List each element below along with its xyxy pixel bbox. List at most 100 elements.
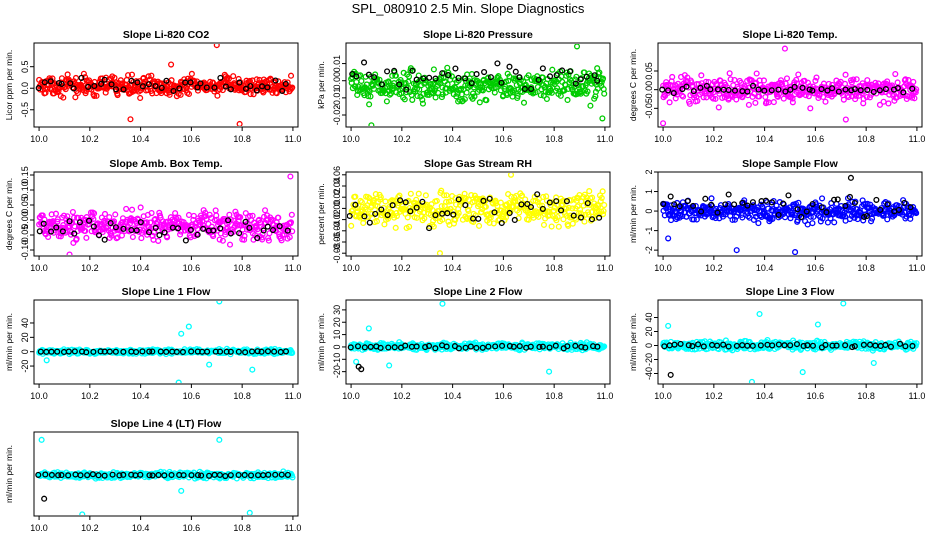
data-point	[563, 205, 570, 212]
x-tick-label: 10.4	[444, 134, 462, 144]
data-point	[669, 73, 676, 80]
data-point	[462, 75, 469, 82]
data-point	[433, 197, 440, 204]
x-tick-label: 10.0	[30, 523, 48, 533]
data-point	[468, 80, 475, 87]
data-point	[666, 99, 673, 106]
data-point	[377, 344, 384, 351]
data-point	[37, 348, 44, 355]
data-point	[882, 341, 889, 349]
data-point	[719, 94, 726, 101]
data-point	[749, 342, 756, 349]
data-point	[137, 94, 144, 102]
data-point	[794, 206, 801, 213]
data-point	[156, 232, 163, 239]
data-point	[689, 343, 696, 350]
data-point	[833, 342, 840, 349]
data-point	[700, 343, 707, 350]
data-point	[347, 212, 353, 220]
x-tick-label: 11.0	[284, 391, 301, 401]
data-point	[397, 197, 404, 204]
data-point	[148, 209, 155, 217]
data-point	[463, 89, 470, 96]
data-point	[567, 68, 574, 75]
data-point	[438, 94, 445, 101]
data-point	[880, 211, 887, 218]
x-tick-label: 10.2	[705, 263, 723, 273]
data-point	[738, 79, 745, 86]
data-point	[809, 87, 816, 94]
data-point-outlier	[66, 251, 73, 255]
x-tick-label: 10.4	[756, 391, 774, 401]
data-point	[272, 77, 279, 84]
data-point	[485, 343, 492, 350]
data-point	[176, 85, 183, 92]
data-point	[175, 225, 182, 232]
y-tick-label: 0.05	[20, 196, 30, 214]
data-point	[206, 472, 213, 479]
data-point-outlier	[79, 511, 86, 515]
data-point	[553, 217, 560, 224]
data-point	[230, 73, 237, 80]
data-point	[414, 92, 421, 99]
data-point	[287, 72, 295, 79]
data-point-outlier	[175, 379, 182, 383]
data-point	[555, 223, 562, 230]
data-point	[101, 210, 109, 218]
data-point	[139, 348, 146, 355]
data-point	[582, 344, 589, 351]
data-point	[137, 471, 144, 478]
data-point	[413, 343, 420, 350]
data-point	[373, 218, 381, 225]
data-point	[880, 81, 887, 88]
data-point	[133, 348, 140, 356]
data-point	[540, 193, 547, 201]
data-point	[83, 234, 90, 241]
data-point	[818, 86, 825, 93]
data-point	[820, 93, 827, 101]
data-point	[352, 193, 359, 200]
data-point	[795, 71, 802, 78]
data-point	[768, 199, 776, 206]
data-point	[739, 199, 746, 206]
data-point	[377, 194, 384, 201]
data-point	[444, 206, 451, 213]
data-point	[848, 87, 855, 94]
data-point	[52, 210, 59, 217]
data-point	[534, 191, 541, 198]
data-point	[66, 218, 73, 225]
chart-title: Slope Line 2 Flow	[434, 286, 524, 298]
data-point	[389, 202, 396, 209]
data-point	[599, 75, 607, 82]
data-point-outlier	[216, 436, 223, 443]
x-tick-label: 10.8	[857, 134, 875, 144]
data-point	[289, 349, 296, 356]
y-tick-label: 0.15	[20, 166, 30, 184]
data-point	[432, 75, 439, 82]
data-point	[164, 234, 171, 241]
data-point	[475, 222, 483, 229]
data-point	[125, 72, 132, 79]
data-point-outlier	[127, 116, 134, 123]
data-point	[114, 92, 121, 99]
data-point	[235, 471, 242, 479]
data-point	[882, 86, 889, 93]
data-point	[893, 94, 900, 101]
data-point-outlier	[236, 120, 243, 126]
data-point	[480, 197, 487, 204]
x-tick-label: 10.2	[393, 263, 411, 273]
data-point	[577, 76, 584, 83]
data-point	[539, 343, 546, 350]
data-point	[775, 341, 782, 348]
data-point	[236, 230, 243, 237]
data-point	[250, 91, 257, 98]
data-point	[222, 83, 229, 90]
data-point	[152, 83, 159, 90]
y-tick-label: -20	[332, 365, 342, 378]
data-point-outlier	[546, 368, 553, 375]
data-point	[413, 214, 420, 221]
data-point	[404, 214, 411, 221]
data-point	[419, 100, 426, 107]
page-title: SPL_080910 2.5 Min. Slope Diagnostics	[351, 1, 585, 16]
